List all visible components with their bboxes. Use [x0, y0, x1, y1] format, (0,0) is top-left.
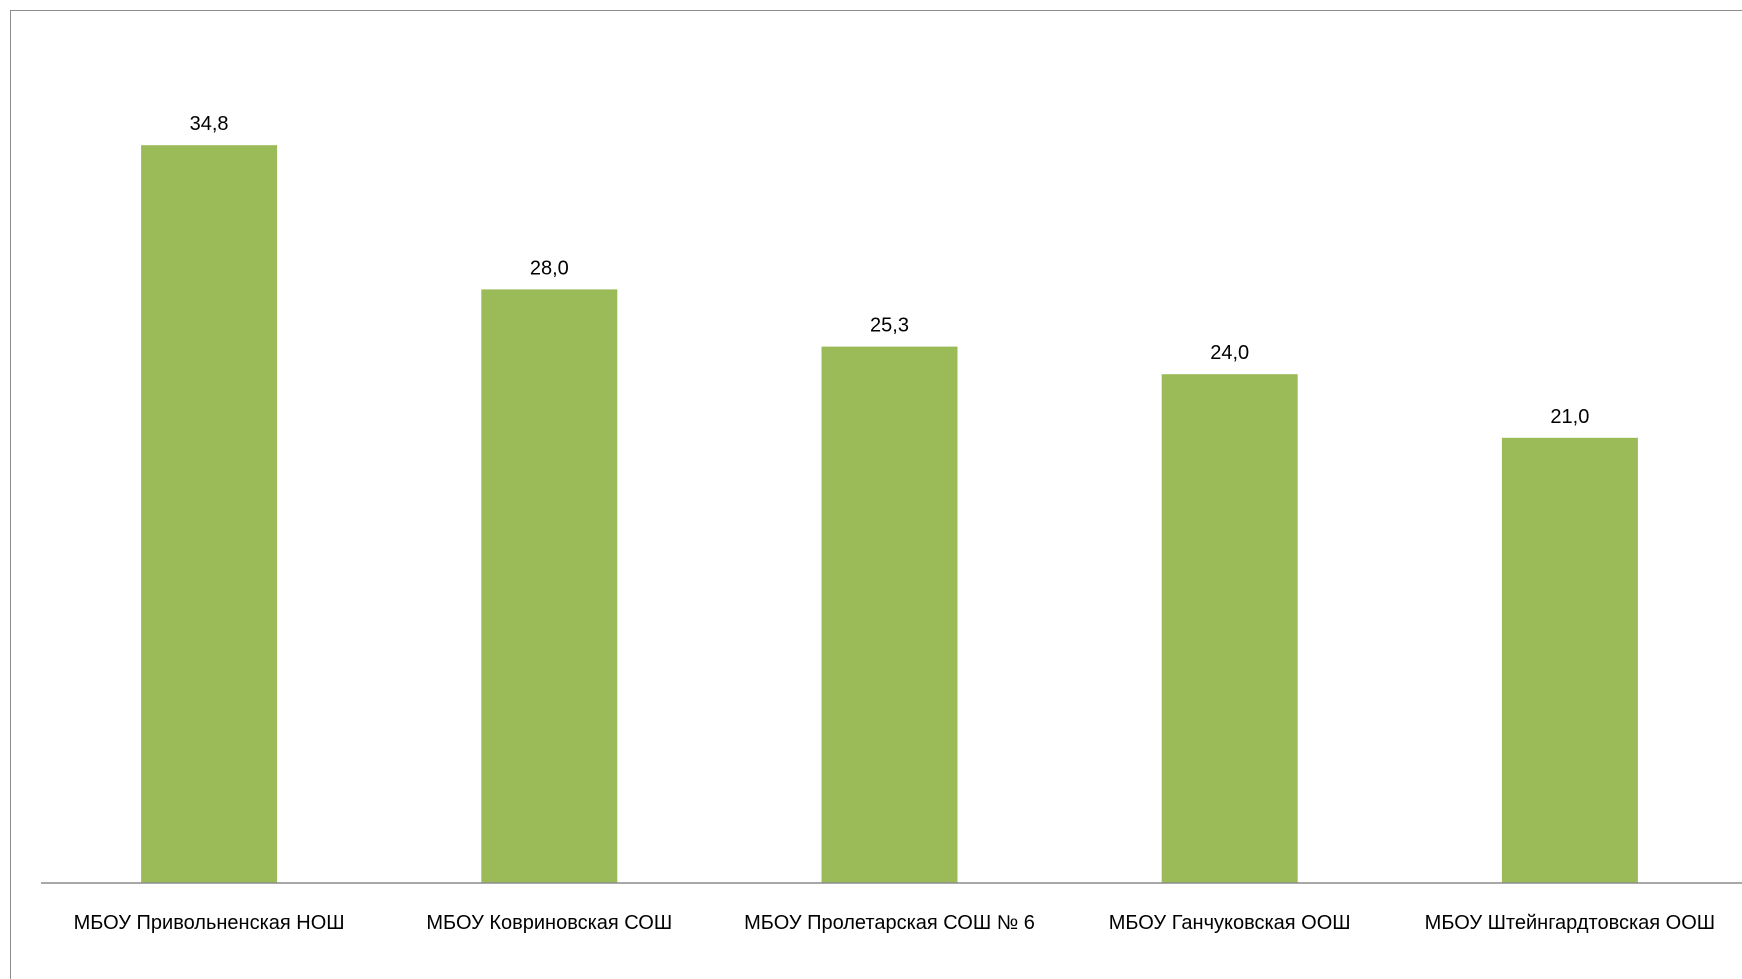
data-labels-group: 34,8 28,0 25,3 24,0 21,0 [190, 113, 1590, 428]
data-label: 24,0 [1210, 342, 1249, 364]
bar [141, 145, 278, 883]
bar [1161, 374, 1298, 883]
bar [481, 289, 618, 883]
category-label: МБОУ Штейнгардтовская ООШ [1425, 912, 1715, 934]
category-label: МБОУ Привольненская НОШ [74, 912, 345, 934]
data-label: 21,0 [1550, 406, 1589, 428]
category-label: МБОУ Ковриновская СОШ [426, 912, 672, 934]
data-label: 34,8 [190, 113, 229, 135]
category-label: МБОУ Пролетарская СОШ № 6 [744, 912, 1035, 934]
category-label: МБОУ Ганчуковская ООШ [1109, 912, 1351, 934]
data-label: 28,0 [530, 257, 569, 279]
bar [1501, 437, 1638, 883]
bar [821, 346, 958, 884]
data-label: 25,3 [870, 315, 909, 337]
bars-group [141, 145, 1638, 884]
category-labels-group: МБОУ Привольненская НОШ МБОУ Ковриновская… [74, 912, 1716, 934]
